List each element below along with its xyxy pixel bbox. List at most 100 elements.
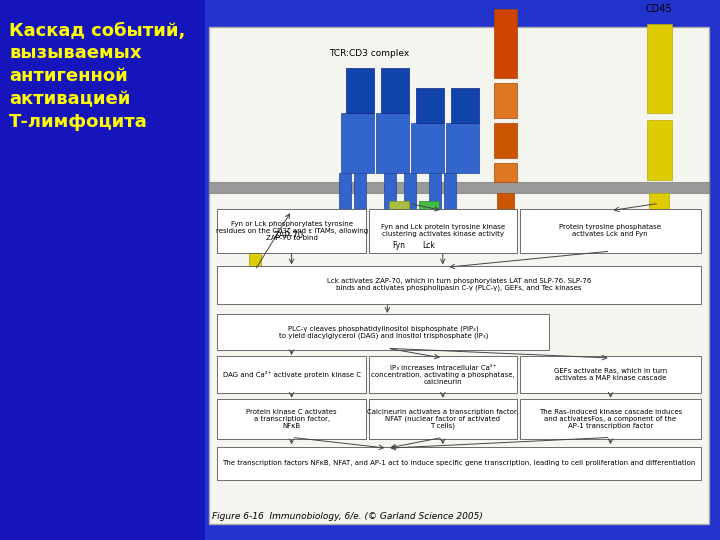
FancyBboxPatch shape — [217, 209, 366, 253]
Bar — [0, 0, 205, 540]
Text: ZAP-70: ZAP-70 — [274, 231, 304, 240]
Bar — [0, 0, 205, 540]
Bar — [0, 0, 205, 540]
Bar — [494, 123, 516, 158]
Bar — [0, 0, 205, 540]
Bar — [0, 0, 205, 540]
Bar — [0, 0, 205, 540]
Bar — [0, 0, 205, 540]
Bar — [0, 0, 205, 540]
Bar — [205, 0, 720, 540]
Bar — [0, 0, 205, 540]
Bar — [354, 173, 366, 212]
Bar — [0, 0, 205, 540]
Text: Fyn: Fyn — [392, 241, 405, 249]
Bar — [0, 0, 205, 540]
Bar — [0, 0, 205, 540]
Text: Calcineurin activates a transcription factor,
NFAT (nuclear factor of activated
: Calcineurin activates a transcription fa… — [366, 409, 519, 429]
Bar — [647, 120, 672, 180]
Bar — [497, 193, 514, 233]
Bar — [0, 0, 205, 540]
Bar — [0, 0, 205, 540]
Text: IP₃ increases intracellular Ca²⁺
concentration, activating a phosphatase,
calcin: IP₃ increases intracellular Ca²⁺ concent… — [371, 365, 515, 384]
Bar — [0, 0, 205, 540]
Bar — [404, 173, 416, 227]
Bar — [0, 0, 205, 540]
Bar — [0, 0, 205, 540]
Bar — [0, 0, 205, 540]
Text: Fyn and Lck protein tyrosine kinase
clustering activates kinase activity: Fyn and Lck protein tyrosine kinase clus… — [381, 225, 505, 237]
Bar — [0, 0, 205, 540]
Bar — [0, 0, 205, 540]
Bar — [0, 0, 205, 540]
Text: Lck: Lck — [423, 241, 436, 249]
Bar — [0, 0, 205, 540]
Bar — [0, 0, 205, 540]
Bar — [647, 24, 672, 113]
Bar — [0, 0, 205, 540]
Bar — [0, 0, 205, 540]
Bar — [0, 0, 205, 540]
Bar — [0, 0, 205, 540]
Bar — [494, 83, 516, 118]
Bar — [0, 0, 205, 540]
Bar — [0, 0, 205, 540]
Bar — [0, 0, 205, 540]
Text: GEFs activate Ras, which in turn
activates a MAP kinase cascade: GEFs activate Ras, which in turn activat… — [554, 368, 667, 381]
Bar — [0, 0, 205, 540]
Bar — [209, 27, 709, 524]
Bar — [0, 0, 205, 540]
Bar — [0, 0, 205, 540]
Bar — [649, 193, 669, 243]
Bar — [341, 113, 374, 173]
Bar — [0, 0, 205, 540]
Bar — [494, 9, 516, 78]
Bar — [0, 0, 205, 540]
Bar — [0, 0, 205, 540]
FancyBboxPatch shape — [369, 399, 517, 439]
Bar — [0, 0, 205, 540]
Bar — [389, 201, 409, 235]
Bar — [377, 113, 409, 173]
Bar — [446, 123, 479, 173]
Bar — [0, 0, 205, 540]
Bar — [0, 0, 205, 540]
Bar — [0, 0, 205, 540]
Bar — [209, 183, 709, 193]
Bar — [0, 0, 205, 540]
Bar — [244, 221, 266, 241]
Bar — [0, 0, 205, 540]
Text: Figure 6-16  Immunobiology, 6/e. (© Garland Science 2005): Figure 6-16 Immunobiology, 6/e. (© Garla… — [212, 512, 483, 521]
Bar — [0, 0, 205, 540]
Bar — [0, 0, 205, 540]
Bar — [0, 0, 205, 540]
Bar — [0, 0, 205, 540]
Bar — [0, 0, 205, 540]
Bar — [0, 0, 205, 540]
Text: Каскад событий,
вызываемых
антигенной
активацией
Т-лимфоцита: Каскад событий, вызываемых антигенной ак… — [9, 22, 186, 131]
Bar — [419, 201, 439, 235]
Bar — [0, 0, 205, 540]
Text: Protein kinase C activates
a transcription factor,
NFκB: Protein kinase C activates a transcripti… — [246, 409, 337, 429]
FancyBboxPatch shape — [520, 356, 701, 393]
Bar — [0, 0, 205, 540]
Bar — [0, 0, 205, 540]
FancyBboxPatch shape — [217, 314, 549, 350]
Bar — [0, 0, 205, 540]
Bar — [346, 68, 374, 113]
Bar — [0, 0, 205, 540]
Bar — [0, 0, 205, 540]
Bar — [411, 123, 444, 173]
Bar — [0, 0, 205, 540]
Text: DAG and Ca²⁺ activate protein kinase C: DAG and Ca²⁺ activate protein kinase C — [222, 372, 361, 378]
Bar — [384, 173, 397, 227]
Bar — [0, 0, 205, 540]
Bar — [0, 0, 205, 540]
Bar — [382, 68, 409, 113]
Bar — [0, 0, 205, 540]
Bar — [0, 0, 205, 540]
Bar — [0, 0, 205, 540]
Bar — [0, 0, 205, 540]
Bar — [0, 0, 205, 540]
Bar — [0, 0, 205, 540]
